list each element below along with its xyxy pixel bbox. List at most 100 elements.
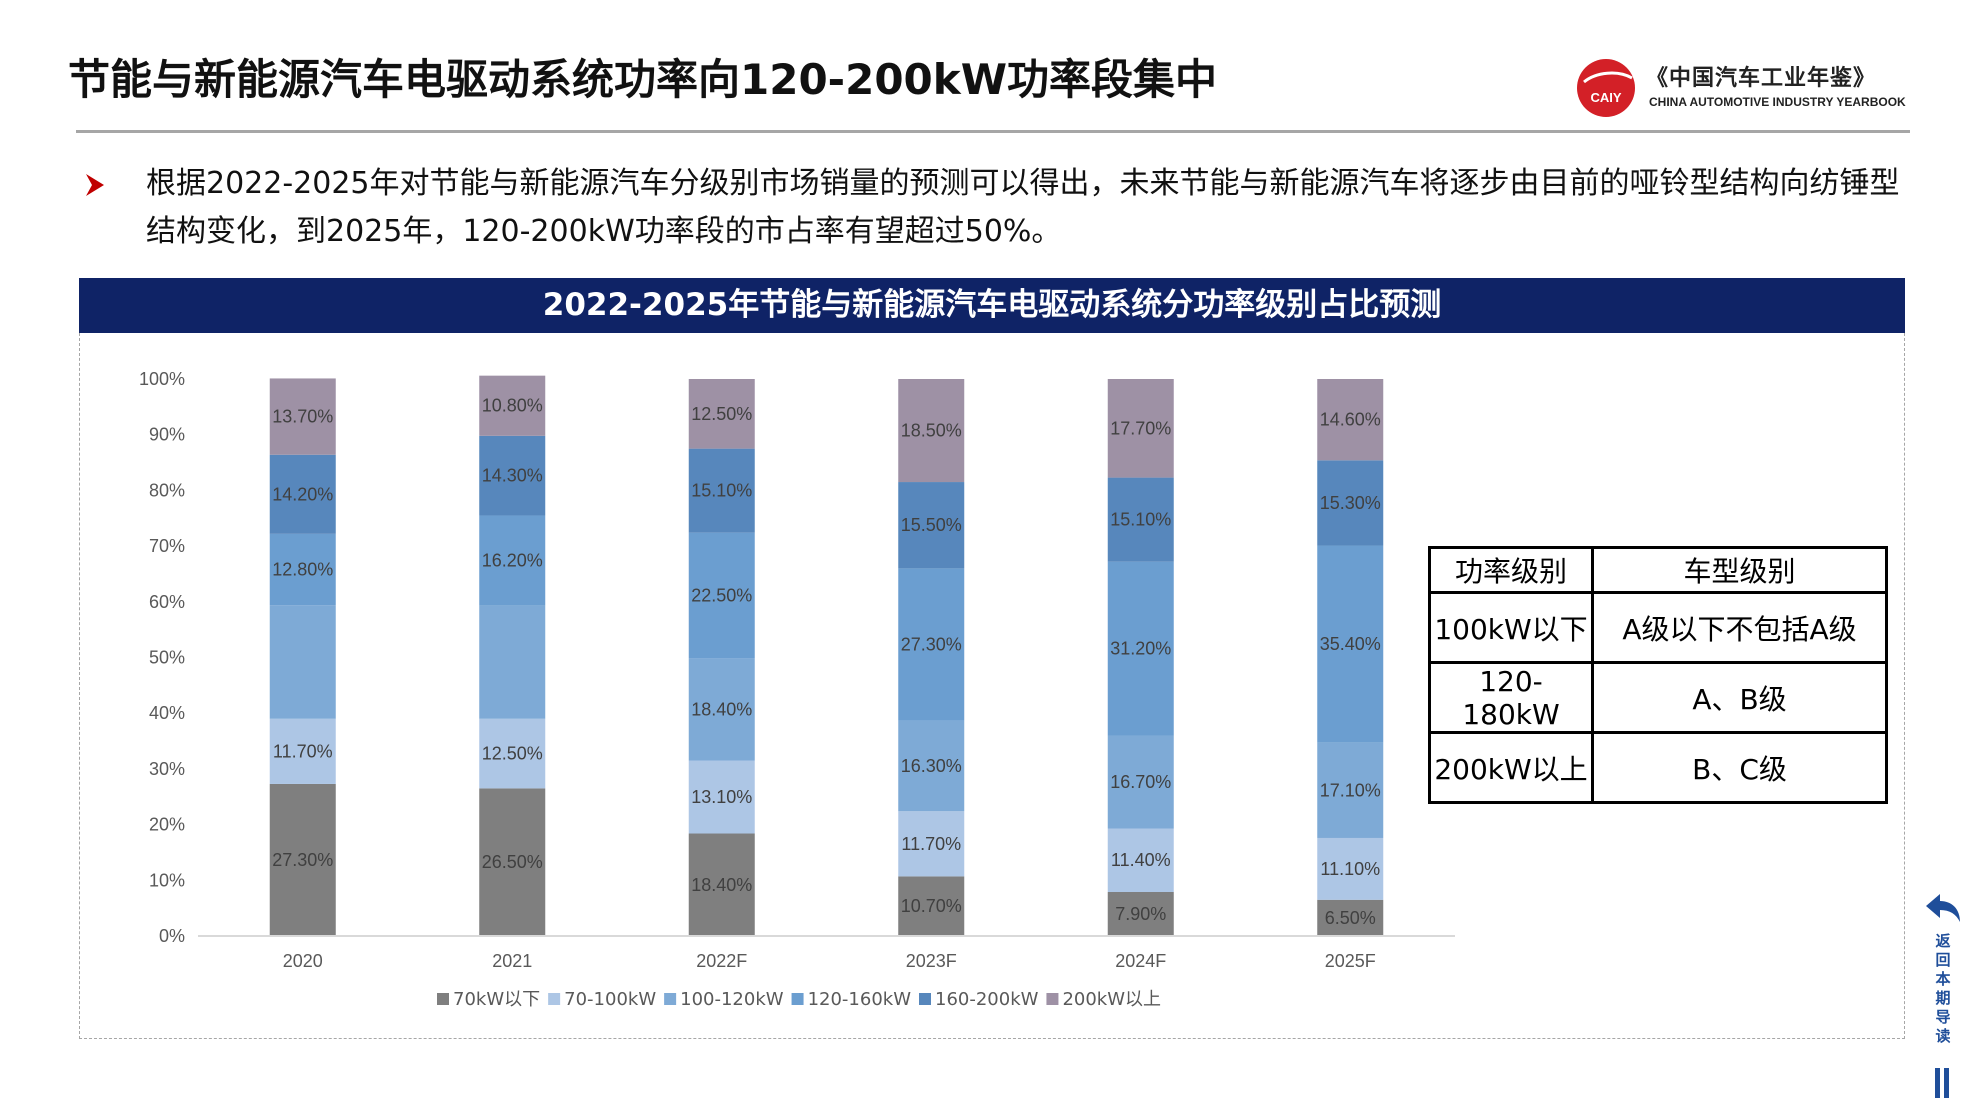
data-label: 11.40%	[1111, 850, 1171, 870]
y-tick-label: 30%	[149, 759, 185, 779]
summary-text: 根据2022-2025年对节能与新能源汽车分级别市场销量的预测可以得出，未来节能…	[146, 166, 1900, 249]
table-row: 200kW以上 B、C级	[1428, 731, 1888, 804]
y-tick-label: 80%	[149, 480, 185, 500]
data-label: 6.50%	[1325, 908, 1376, 928]
data-labels: 27.30% 11.70% 12.80% 14.20% 13.70% 26.50% 12.5…	[272, 396, 1381, 928]
x-tick-label: 2020	[283, 951, 323, 971]
y-tick-label: 70%	[149, 536, 185, 556]
legend-swatch	[1046, 993, 1059, 1005]
page-title: 节能与新能源汽车电驱动系统功率向120-200kW功率段集中	[68, 55, 1218, 104]
y-tick-label: 60%	[149, 592, 185, 612]
data-label: 22.50%	[691, 585, 752, 605]
x-tick-label: 2025F	[1325, 951, 1376, 971]
power-class-table: 功率级别 车型级别 100kW以下 A级以下不包括A级 120-180kW A、…	[1428, 546, 1888, 804]
y-tick-label: 50%	[149, 648, 185, 668]
bar-segment	[898, 720, 965, 812]
y-tick-label: 10%	[149, 870, 185, 890]
legend-label: 200kW以上	[1062, 989, 1161, 1010]
bar-segment	[1107, 561, 1174, 736]
data-label: 26.50%	[482, 852, 543, 872]
bar-segment	[269, 783, 336, 936]
bar-segment	[269, 454, 336, 534]
bar-segment	[898, 568, 965, 721]
data-label: 15.10%	[1110, 510, 1171, 530]
data-label: 18.40%	[691, 699, 752, 719]
data-label: 13.10%	[691, 787, 752, 807]
data-label: 12.80%	[272, 559, 333, 579]
x-tick-label: 2021	[492, 951, 532, 971]
bar-segment	[1107, 379, 1174, 478]
arrow-bullet-icon	[86, 174, 104, 196]
table-row: 120-180kW A、B级	[1428, 661, 1888, 734]
y-tick-label: 20%	[149, 815, 185, 835]
bar-segment	[898, 482, 965, 569]
legend-swatch	[664, 993, 677, 1005]
yearbook-name-cn: 《中国汽车工业年鉴》	[1646, 66, 1877, 91]
back-label: 返回本期导读	[1935, 932, 1951, 1045]
data-label: 16.70%	[1110, 772, 1171, 792]
bar-segment	[1107, 477, 1174, 562]
bar-segment	[1317, 379, 1384, 461]
bar-segment	[479, 605, 546, 719]
logo-text: CAIY	[1590, 90, 1621, 105]
data-label: 10.80%	[482, 396, 543, 416]
data-label: 13.70%	[272, 407, 333, 427]
data-label: 31.20%	[1110, 639, 1171, 659]
y-tick-label: 100%	[139, 369, 185, 389]
data-label: 12.50%	[691, 404, 752, 424]
bar-segment	[1317, 899, 1384, 936]
table-cell: A、B级	[1591, 661, 1888, 734]
bar-segment	[479, 718, 546, 789]
chart-title: 2022-2025年节能与新能源汽车电驱动系统分功率级别占比预测	[79, 278, 1905, 333]
bar-segment	[1107, 891, 1174, 936]
bar-segment	[479, 435, 546, 516]
data-label: 11.70%	[273, 741, 333, 761]
bar-segment	[1107, 828, 1174, 892]
y-tick-label: 40%	[149, 703, 185, 723]
legend-label: 70-100kW	[564, 989, 656, 1010]
bar-segment	[688, 448, 755, 533]
bar-segment	[479, 375, 546, 436]
data-label: 27.30%	[272, 850, 333, 870]
bar-segment	[1317, 837, 1384, 900]
data-label: 17.70%	[1110, 418, 1171, 438]
bar-segment	[898, 811, 965, 877]
legend-swatch	[919, 993, 931, 1005]
legend-label: 120-160kW	[808, 989, 912, 1010]
data-label: 15.50%	[901, 515, 962, 535]
bar-segment	[1107, 735, 1174, 829]
caiy-logo: CAIY	[1577, 59, 1635, 117]
data-label: 15.10%	[691, 481, 752, 501]
table-header-vehicle: 车型级别	[1591, 546, 1888, 594]
data-label: 27.30%	[901, 634, 962, 654]
y-tick-label: 90%	[149, 425, 185, 445]
data-label: 12.50%	[482, 744, 543, 764]
chart-legend: 70kW以下 70-100kW 100-120kW 120-160kW 160-200k…	[437, 989, 1161, 1010]
bar-segment	[1317, 545, 1384, 743]
title-divider	[76, 130, 1910, 133]
table-cell: 120-180kW	[1428, 661, 1594, 734]
data-label: 16.20%	[482, 551, 543, 571]
bar-segment	[898, 379, 965, 483]
chart-frame	[79, 333, 1905, 1039]
table-cell: A级以下不包括A级	[1591, 591, 1888, 664]
legend-swatch	[791, 993, 804, 1005]
x-axis: 2020 2021 2022F 2023F 2024F 2025F	[198, 935, 1455, 971]
data-label: 17.10%	[1320, 780, 1381, 800]
table-header-power: 功率级别	[1428, 546, 1594, 594]
bar-segment	[269, 378, 336, 455]
bar-segment	[479, 788, 546, 936]
data-label: 11.70%	[901, 834, 961, 854]
data-label: 14.30%	[482, 466, 543, 486]
x-tick-label: 2023F	[906, 951, 957, 971]
back-to-contents-button[interactable]: 返回本期导读	[1922, 890, 1962, 1100]
bar-segment	[688, 658, 755, 761]
data-label: 11.10%	[1320, 859, 1380, 879]
bar-segment	[479, 515, 546, 606]
data-label: 18.50%	[901, 421, 962, 441]
bar-segment	[269, 605, 336, 719]
data-label: 35.40%	[1320, 634, 1381, 654]
legend-label: 160-200kW	[935, 989, 1039, 1010]
data-label: 18.40%	[691, 875, 752, 895]
bar-segment	[688, 379, 755, 449]
